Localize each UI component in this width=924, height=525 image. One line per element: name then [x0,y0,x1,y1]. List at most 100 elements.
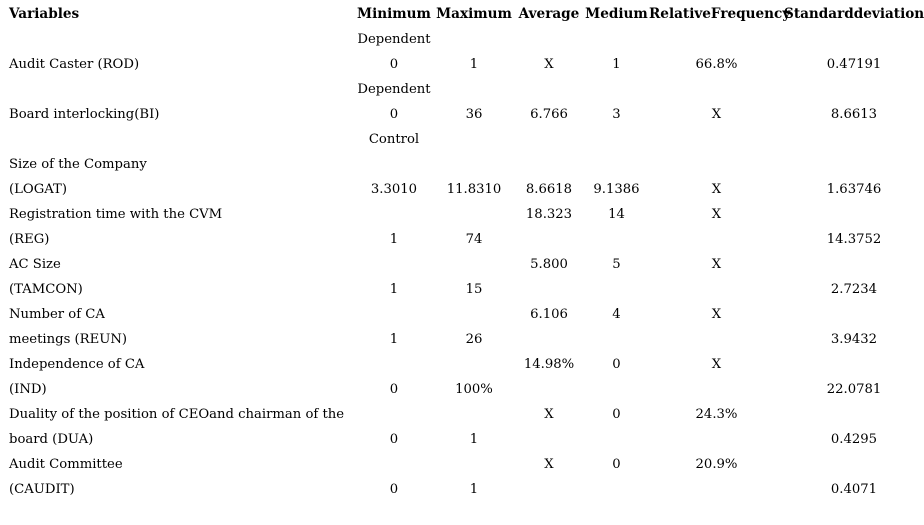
table-header-row: Variables Minimum Maximum Average Medium… [4,2,924,27]
table-cell [584,277,649,302]
table-cell: 5.800 [530,257,568,272]
table-cell: 1 [469,482,479,497]
table-cell: 22.0781 [826,382,882,397]
table-cell: 3 [612,107,621,122]
table-row: board (DUA) 0 1 0.4295 [4,427,924,452]
table-body: Dependent Audit Caster (ROD) 0 1 X 1 66.8% 0.47… [4,27,924,502]
table-cell [514,327,584,352]
table-cell [649,377,784,402]
table-cell: X [711,107,722,122]
table-row: Dependent [4,27,924,52]
table-cell: 3.9432 [830,332,878,347]
column-header-standard-deviation: Standarddeviation [784,6,924,22]
table-cell: 5 [612,257,621,272]
table-cell: 0 [389,482,399,497]
table-cell: Control [368,132,420,147]
table-cell [649,277,784,302]
table-cell: 1 [469,432,479,447]
table-cell [354,402,434,427]
column-header-maximum: Maximum [436,6,512,22]
table-cell [514,227,584,252]
table-row: (LOGAT) 3.3010 11.8310 8.6618 9.1386 X 1.63746 [4,177,924,202]
table-cell [649,77,784,102]
table-cell: 8.6618 [525,182,573,197]
table-cell [354,152,434,177]
table-row: AC Size 5.800 5 X [4,252,924,277]
table-row: Size of the Company [4,152,924,177]
table-cell: 74 [465,232,483,247]
table-cell: 4 [612,307,621,322]
table-cell [434,127,514,152]
table-cell: 6.106 [530,307,568,322]
table-cell [434,77,514,102]
table-row: (CAUDIT) 0 1 0.4071 [4,477,924,502]
table-cell: board (DUA) [9,432,94,447]
table-cell [514,377,584,402]
table-cell [584,27,649,52]
table-cell: 1.63746 [826,182,882,197]
table-cell: (LOGAT) [9,182,67,197]
table-cell [354,452,434,477]
table-row: (TAMCON) 1 15 2.7234 [4,277,924,302]
table-cell: X [711,307,722,322]
table-cell: (REG) [9,232,50,247]
table-cell [584,377,649,402]
table-cell [434,302,514,327]
table-cell [4,127,354,152]
table-cell [584,327,649,352]
column-header-average: Average [518,6,580,22]
table-cell [514,277,584,302]
table-cell [649,152,784,177]
table-cell: 1 [389,232,399,247]
table-cell: meetings (REUN) [9,332,128,347]
table-cell: Dependent [357,32,431,47]
table-cell: Dependent [357,82,431,97]
table-cell: (IND) [9,382,47,397]
table-cell: 14.3752 [826,232,882,247]
table-cell [649,127,784,152]
table-cell: 0 [612,407,621,422]
table-cell: (TAMCON) [9,282,83,297]
table-cell [584,152,649,177]
table-cell [584,427,649,452]
column-header-medium: Medium [585,6,648,22]
table-cell: 18.323 [525,207,573,222]
table-cell [784,77,924,102]
table-row: Registration time with the CVM 18.323 14 X [4,202,924,227]
table-cell: 8.6613 [830,107,878,122]
table-cell [354,252,434,277]
table-cell [649,227,784,252]
table-row: Board interlocking(BI) 0 36 6.766 3 X 8.6613 [4,102,924,127]
column-header-relative-frequency: RelativeFrequency [649,6,791,22]
table-cell: X [544,407,554,422]
table-cell: 0 [612,357,621,372]
table-cell [649,327,784,352]
table-cell [784,352,924,377]
table-cell: 0 [389,432,399,447]
table-cell: 66.8% [695,57,738,72]
table-row: meetings (REUN) 1 26 3.9432 [4,327,924,352]
table-cell [434,402,514,427]
table-header: Variables Minimum Maximum Average Medium… [4,2,924,27]
column-header-variables: Variables [9,6,80,22]
table-cell [514,152,584,177]
table-cell [434,352,514,377]
table-cell [649,427,784,452]
table-cell: Independence of CA [9,357,145,372]
table-cell [784,127,924,152]
table-cell [514,427,584,452]
table-cell [584,477,649,502]
table-row: Dependent [4,77,924,102]
table-row: Control [4,127,924,152]
table-cell [584,127,649,152]
table-cell: 11.8310 [446,182,502,197]
table-cell: 14.98% [523,357,575,372]
table-row: Independence of CA 14.98% 0 X [4,352,924,377]
table-cell [784,402,924,427]
table-cell [784,202,924,227]
table-cell: AC Size [9,257,61,272]
table-cell [649,27,784,52]
table-cell [784,152,924,177]
table-row: (REG) 1 74 14.3752 [4,227,924,252]
table-cell: 26 [465,332,483,347]
